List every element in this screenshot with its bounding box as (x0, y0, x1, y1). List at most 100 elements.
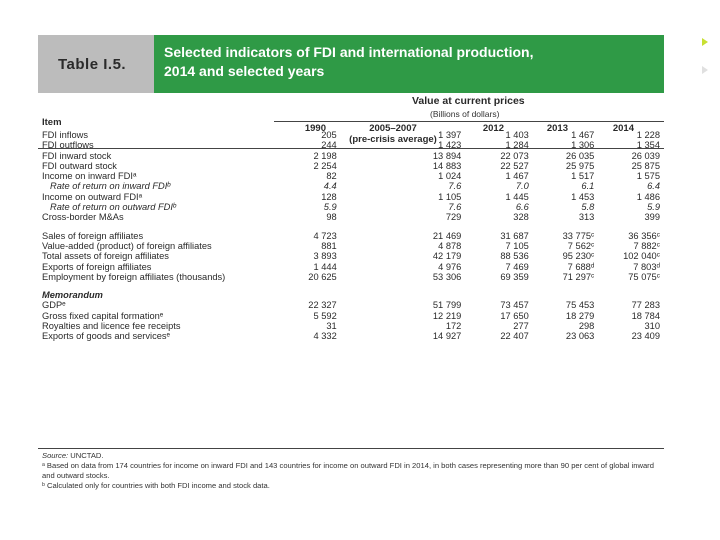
cell-precrisis: 1 105 (438, 191, 462, 202)
cell-1990: 3 893 (313, 251, 337, 262)
cell-2012: 7 469 (505, 261, 529, 272)
cell-2014: 36 356ᶜ (628, 230, 660, 241)
cell-2014: 18 784 (631, 310, 660, 321)
title-bar: Table I.5. Selected indicators of FDI an… (38, 35, 664, 93)
cell-1990: 128 (321, 191, 337, 202)
cell-2012: 22 073 (500, 150, 529, 161)
cell-2014: 7 803ᵈ (633, 261, 660, 272)
footnote-a: ᵃ Based on data from 174 countries for i… (42, 461, 654, 480)
cell-2014: 26 039 (631, 150, 660, 161)
table-row: Value-added (product) of foreign affilia… (38, 241, 664, 251)
cell-precrisis: 4 976 (438, 261, 462, 272)
row-label: Total assets of foreign affiliates (42, 251, 169, 262)
table-row: Employment by foreign affiliates (thousa… (38, 272, 664, 282)
value-header: Value at current prices (412, 95, 525, 107)
source-label: Source: (42, 451, 69, 460)
memorandum-heading: Memorandum (38, 290, 664, 300)
cell-precrisis: 51 799 (432, 300, 462, 311)
row-label: GDPᵉ (42, 300, 66, 311)
cell-1990: 2 254 (313, 160, 337, 171)
cell-precrisis: 729 (445, 212, 462, 223)
cell-2014 (598, 290, 664, 300)
header-rule-bottom (38, 148, 664, 149)
cell-precrisis: 4 878 (438, 240, 462, 251)
cell-2014: 399 (644, 212, 660, 223)
row-spacer (38, 223, 664, 231)
cell-2014: 5.9 (647, 202, 660, 213)
source-text: UNCTAD. (70, 451, 104, 460)
cell-1990: 22 327 (308, 300, 337, 311)
cell-2013: 1 453 (571, 191, 595, 202)
cell-2012: 1 403 (505, 130, 529, 140)
header-rule (274, 121, 664, 122)
table-row: Income on outward FDIᵃ 128 1 105 1 445 1 453… (38, 192, 664, 202)
cell-2014: 23 409 (631, 331, 660, 342)
indicator-table: FDI inflows 205 1 397 1 403 1 467 1 228 FDI ou… (38, 130, 664, 342)
table-row: Total assets of foreign affiliates 3 893 4… (38, 251, 664, 261)
table-row: FDI outward stock 2 254 14 883 22 527 25 975… (38, 161, 664, 171)
cell-2013: 26 035 (565, 150, 595, 161)
cell-1990 (250, 290, 341, 300)
cell-2014: 7 882ᶜ (633, 240, 660, 251)
row-label: Exports of foreign affiliates (42, 261, 152, 272)
cell-2013: 25 975 (565, 160, 595, 171)
cell-2012: 1 467 (505, 171, 529, 182)
cell-1990: 2 198 (313, 150, 337, 161)
cell-2013: 7 562ᶜ (567, 240, 595, 251)
table-bottom-rule (38, 448, 664, 449)
cell-2014: 77 283 (631, 300, 660, 311)
cell-2012: 31 687 (500, 230, 529, 241)
cell-1990: 98 (326, 212, 337, 223)
table-row: Gross fixed capital formationᵉ 5 592 12 21… (38, 311, 664, 321)
cell-precrisis (341, 290, 466, 300)
cell-2012: 69 359 (500, 271, 529, 282)
table-row: Income on inward FDIᵃ 82 1 024 1 467 1 517 1 … (38, 171, 664, 181)
table-row: Exports of goods and servicesᵉ 4 332 14 92… (38, 331, 664, 341)
cell-2014: 25 875 (631, 160, 660, 171)
row-spacer (38, 282, 664, 290)
cell-precrisis: 7.6 (448, 202, 462, 213)
prev-arrow-icon[interactable] (702, 66, 708, 74)
col-header-2014: 2014 (612, 123, 634, 134)
cell-precrisis: 21 469 (432, 230, 462, 241)
table-row: Sales of foreign affiliates 4 723 21 469 31… (38, 231, 664, 241)
row-label: Value-added (product) of foreign affilia… (42, 240, 212, 251)
cell-2012: 73 457 (500, 300, 529, 311)
cell-2012: 17 650 (500, 310, 529, 321)
cell-2014: 1 575 (636, 171, 660, 182)
cell-2013: 1 306 (571, 140, 595, 151)
cell-1990: 5.9 (323, 202, 337, 213)
cell-2013: 95 230ᶜ (562, 251, 595, 262)
col-header-precrisis: 2005–2007 (pre-crisis average) (349, 123, 437, 145)
cell-2013: 7 688ᵈ (567, 261, 595, 272)
cell-1990: 1 444 (313, 261, 337, 272)
cell-1990: 82 (326, 171, 337, 182)
table-row: FDI inward stock 2 198 13 894 22 073 26 035 2… (38, 151, 664, 161)
cell-precrisis: 172 (445, 321, 462, 332)
next-arrow-icon[interactable] (702, 38, 708, 46)
cell-2013: 1 467 (571, 130, 595, 140)
cell-precrisis: 1 397 (438, 130, 462, 140)
row-label: Memorandum (42, 290, 103, 301)
cell-2013: 18 279 (565, 310, 595, 321)
cell-1990: 4 723 (313, 230, 337, 241)
cell-2012: 1 284 (505, 140, 529, 151)
row-label: FDI inward stock (42, 150, 112, 161)
cell-2012: 1 445 (505, 191, 529, 202)
cell-1990: 4 332 (313, 331, 337, 342)
row-label: Sales of foreign affiliates (42, 230, 144, 241)
cell-1990: 4.4 (323, 181, 337, 192)
cell-1990: 20 625 (308, 271, 337, 282)
footnote-b: ᵇ Calculated only for countries with bot… (42, 481, 270, 490)
table-row: Exports of foreign affiliates 1 444 4 976 7… (38, 262, 664, 272)
table-row: Royalties and licence fee receipts 31 172 2… (38, 321, 664, 331)
cell-2013: 6.1 (581, 181, 595, 192)
cell-2012: 22 527 (500, 160, 529, 171)
row-label: Exports of goods and servicesᵉ (42, 331, 170, 342)
row-label: FDI outward stock (42, 160, 117, 171)
row-label: Rate of return on outward FDIᵇ (50, 202, 176, 213)
cell-2012: 22 407 (500, 331, 529, 342)
row-label: Employment by foreign affiliates (thousa… (42, 271, 226, 282)
table-header: Value at current prices (Billions of dol… (38, 93, 664, 153)
cell-2012: 88 536 (500, 251, 529, 262)
